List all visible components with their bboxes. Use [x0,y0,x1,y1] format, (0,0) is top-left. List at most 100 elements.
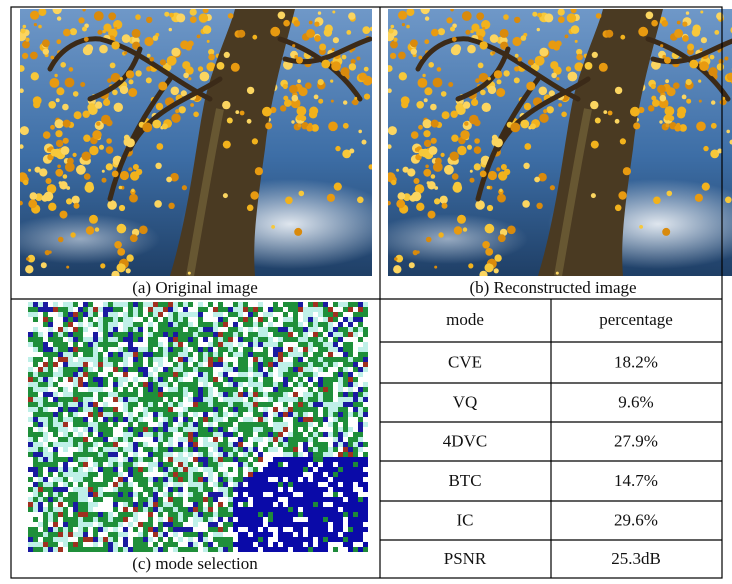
mode-cell [268,352,273,357]
mode-cell [58,362,63,367]
mode-cell [53,547,58,552]
mode-cell [293,502,298,507]
mode-cell [338,417,343,422]
mode-cell [318,432,323,437]
mode-cell [78,517,83,522]
mode-cell [53,372,58,377]
mode-cell [173,362,178,367]
mode-cell [258,407,263,412]
mode-cell [78,497,83,502]
mode-cell [233,342,238,347]
mode-cell [193,462,198,467]
mode-cell [258,372,263,377]
mode-cell [318,417,323,422]
mode-cell [88,322,93,327]
mode-cell [258,347,263,352]
mode-cell [298,547,303,552]
mode-cell [33,407,38,412]
mode-cell [278,547,283,552]
mode-cell [283,497,288,502]
mode-cell [283,507,288,512]
mode-cell [128,352,133,357]
mode-cell [198,407,203,412]
mode-cell [258,302,263,307]
mode-cell [268,532,273,537]
mode-cell [288,532,293,537]
mode-cell [98,352,103,357]
mode-cell [83,512,88,517]
mode-cell [328,517,333,522]
mode-cell [178,472,183,477]
mode-cell [128,387,133,392]
mode-cell [218,422,223,427]
mode-cell [103,387,108,392]
mode-cell [153,512,158,517]
mode-cell [238,327,243,332]
mode-cell [193,447,198,452]
mode-cell [208,452,213,457]
mode-cell [353,342,358,347]
mode-cell [223,442,228,447]
mode-cell [303,497,308,502]
mode-cell [118,387,123,392]
mode-cell [183,532,188,537]
mode-cell [153,497,158,502]
mode-cell [248,322,253,327]
mode-cell [333,417,338,422]
mode-cell [178,427,183,432]
mode-cell [313,517,318,522]
mode-cell [188,422,193,427]
mode-cell [258,432,263,437]
mode-cell [313,332,318,337]
mode-cell [153,527,158,532]
mode-cell [268,432,273,437]
mode-cell [118,322,123,327]
mode-cell [128,532,133,537]
mode-cell [343,477,348,482]
mode-cell [353,362,358,367]
mode-cell [143,382,148,387]
mode-cell [358,327,363,332]
mode-cell [153,407,158,412]
mode-cell [338,517,343,522]
mode-cell [233,302,238,307]
mode-cell [143,452,148,457]
mode-cell [58,427,63,432]
mode-cell [163,317,168,322]
mode-cell [323,332,328,337]
mode-cell [123,352,128,357]
mode-cell [213,352,218,357]
mode-cell [188,537,193,542]
mode-cell [293,427,298,432]
mode-cell [268,497,273,502]
mode-cell [343,482,348,487]
mode-cell [308,302,313,307]
mode-cell [83,522,88,527]
mode-cell [238,512,243,517]
mode-cell [143,402,148,407]
mode-cell [78,437,83,442]
mode-cell [203,457,208,462]
mode-cell [358,442,363,447]
mode-cell [138,347,143,352]
mode-cell [153,377,158,382]
mode-cell [208,467,213,472]
mode-cell [353,307,358,312]
mode-cell [153,517,158,522]
mode-cell [173,332,178,337]
mode-cell [48,477,53,482]
mode-cell [93,427,98,432]
mode-cell [228,537,233,542]
mode-cell [338,387,343,392]
mode-cell [48,362,53,367]
mode-cell [138,447,143,452]
mode-cell [288,407,293,412]
mode-cell [88,482,93,487]
mode-cell [53,472,58,477]
mode-cell [323,427,328,432]
mode-cell [363,412,368,417]
mode-cell [363,312,368,317]
mode-cell [153,437,158,442]
mode-cell [298,322,303,327]
mode-cell [238,462,243,467]
